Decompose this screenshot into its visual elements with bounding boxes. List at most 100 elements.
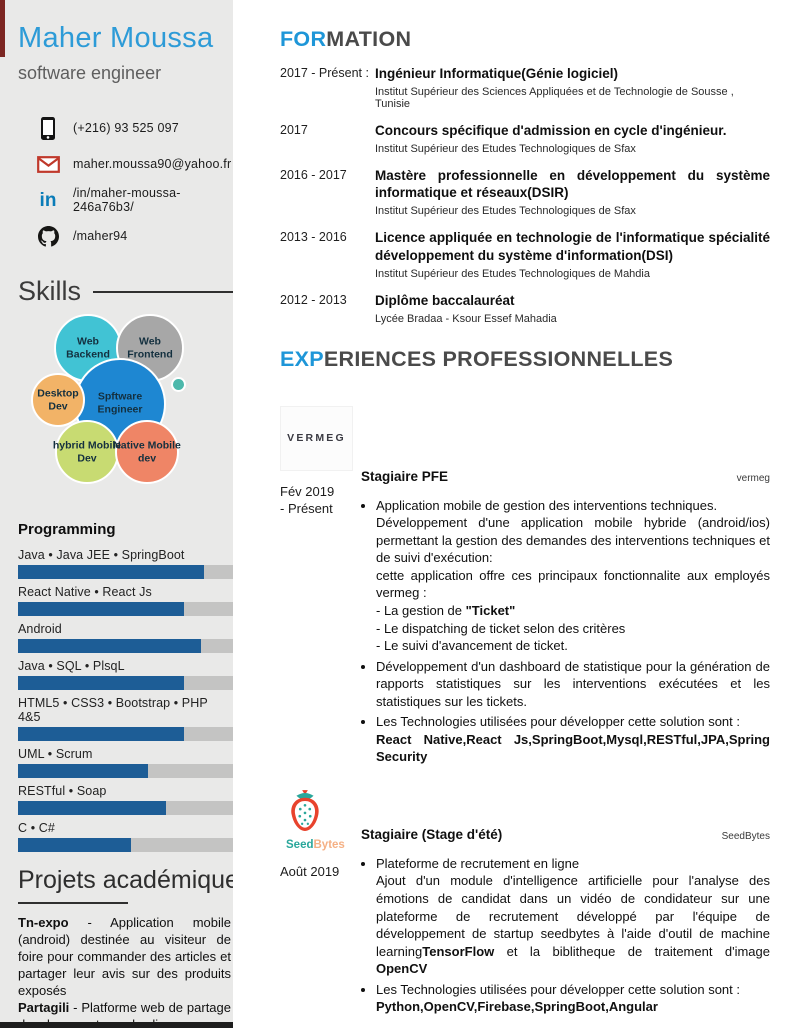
education-institution: Institut Supérieur des Etudes Technologi… — [375, 142, 636, 155]
education-body: Mastère professionnelle en développement… — [375, 167, 770, 218]
education-title: Mastère professionnelle en développement… — [375, 167, 770, 201]
contact-phone: (+216) 93 525 097 — [36, 110, 233, 146]
job-left-column: VERMEG Fév 2019 - Présent — [280, 405, 361, 769]
bullet-paragraph: Développement d'une application mobile h… — [376, 515, 770, 566]
bubble-label: hybrid Mobile Dev — [52, 439, 122, 464]
job-left-column: SeedBytes Août 2019 — [280, 789, 361, 1019]
experience-heading: EXPERIENCES PROFESSIONNELLES — [280, 347, 770, 372]
education-entry: 2016 - 2017 Mastère professionnelle en dé… — [280, 167, 770, 218]
experience-bullet: Les Technologies utilisées pour développ… — [376, 713, 770, 766]
skill-label: HTML5 • CSS3 • Bootstrap • PHP 4&5 — [18, 696, 208, 724]
education-title: Diplôme baccalauréat — [375, 292, 515, 308]
skill-bar-track — [18, 639, 239, 653]
bubble-hybrid-mobile — [55, 420, 119, 484]
skill-bar-track — [18, 801, 239, 815]
education-date: 2016 - 2017 — [280, 167, 347, 182]
programming-heading: Programming — [18, 521, 116, 538]
bullet-paragraph: Développement d'un dashboard de statisti… — [376, 658, 770, 709]
job-date: Août 2019 — [280, 864, 361, 881]
bubble-dot — [171, 377, 186, 392]
skill-item: Java • Java JEE • SpringBoot — [18, 548, 239, 579]
bubble-label: Native Mobile dev — [113, 439, 181, 464]
experience-bullet: Application mobile de gestion des interv… — [376, 497, 770, 655]
seedbytes-logo-bytes: Bytes — [313, 838, 345, 851]
job-body: Stagiaire PFE vermeg Application mobile … — [361, 406, 770, 769]
contact-github: /maher94 — [36, 218, 233, 254]
project-name: Tn-expo — [18, 915, 69, 930]
education-date: 2012 - 2013 — [280, 292, 347, 307]
vermeg-logo: VERMEG — [280, 405, 353, 471]
skill-label: Java • Java JEE • SpringBoot — [18, 548, 185, 562]
bullet-paragraph: Application mobile de gestion des interv… — [376, 497, 718, 513]
vermeg-logo-text: VERMEG — [287, 432, 346, 445]
skill-bar-track — [18, 602, 239, 616]
seedbytes-logo: SeedBytes — [280, 789, 361, 851]
skills-heading: Skills — [18, 276, 82, 306]
education-title: Concours spécifique d'admission en cycle… — [375, 122, 727, 138]
skill-item: Java • SQL • PlsqL — [18, 659, 239, 690]
bubble-label: Spftware Engineer — [97, 390, 143, 415]
skills-heading-row: Skills — [18, 276, 233, 307]
skill-bar-fill — [18, 764, 149, 778]
job-company: SeedBytes — [721, 830, 770, 842]
red-accent-mark — [0, 0, 5, 57]
education-institution: Institut Supérieur des Etudes Technologi… — [375, 205, 636, 218]
person-name: Maher Moussa — [18, 22, 214, 54]
bubble-label: Web Backend — [66, 335, 110, 360]
education-institution: Institut Supérieur des Etudes Technologi… — [375, 267, 650, 280]
project-name: Partagili — [18, 1000, 70, 1016]
bullet-paragraph: Les Technologies utilisées pour développ… — [376, 981, 740, 997]
education-date: 2017 - Présent : — [280, 66, 369, 80]
job-title-row: Stagiaire PFE vermeg — [361, 469, 770, 484]
education-entry: 2012 - 2013 Diplôme baccalauréat Lycée Bra… — [280, 292, 770, 325]
sidebar: Maher Moussa software engineer (+216) 93… — [0, 0, 251, 1028]
skill-bar-track — [18, 676, 239, 690]
education-date: 2013 - 2016 — [280, 230, 347, 245]
job-title: Stagiaire PFE — [361, 468, 449, 484]
bullet-paragraph: - Le dispatching de ticket selon des cri… — [376, 620, 626, 636]
seedbytes-logo-text: SeedBytes — [286, 839, 361, 851]
skill-item: UML • Scrum — [18, 747, 239, 778]
person-role: software engineer — [18, 63, 162, 83]
email-icon — [36, 155, 60, 173]
contact-email: maher.moussa90@yahoo.fr — [36, 146, 233, 182]
education-title: Ingénieur Informatique(Génie logiciel) — [375, 66, 619, 81]
contact-linkedin: in /in/maher-moussa-246a76b3/ — [36, 182, 233, 218]
bullet-paragraph: Python,OpenCV,Firebase,SpringBoot,Angula… — [376, 999, 658, 1015]
heading-rule — [93, 290, 233, 293]
job-body: Stagiaire (Stage d'été) SeedBytes Platef… — [361, 789, 770, 1019]
skill-item: React Native • React Js — [18, 585, 239, 616]
bubble-label: Web Frontend — [127, 335, 173, 360]
education-entry: 2017 Concours spécifique d'admission en c… — [280, 122, 770, 155]
job-bullets: Plateforme de recrutement en ligne Ajout … — [361, 855, 770, 1016]
skill-label: Android — [18, 622, 62, 636]
job-title: Stagiaire (Stage d'été) — [361, 826, 503, 842]
bullet-paragraph: Les Technologies utilisées pour développ… — [376, 714, 740, 730]
skill-bar-fill — [18, 727, 184, 741]
experience-vermeg: VERMEG Fév 2019 - Présent Stagiaire PFE … — [280, 405, 770, 769]
bottom-dark-bar — [0, 1022, 233, 1028]
education-body: Licence appliquée en technologie de l'in… — [375, 229, 770, 280]
skill-label: C • C# — [18, 821, 55, 835]
linkedin-icon: in — [39, 189, 57, 211]
github-icon — [36, 225, 60, 247]
job-bullets: Application mobile de gestion des interv… — [361, 497, 770, 766]
skill-bar-fill — [18, 565, 204, 579]
bubble-label: Desktop Dev — [37, 387, 79, 412]
heading-prefix: EXP — [280, 346, 324, 371]
experience-bullet: Les Technologies utilisées pour développ… — [376, 981, 770, 1016]
heading-rest: MATION — [326, 27, 412, 51]
education-entry: 2017 - Présent : Ingénieur Informatique(G… — [280, 65, 770, 110]
skill-item: C • C# — [18, 821, 239, 852]
education-title: Licence appliquée en technologie de l'in… — [375, 230, 770, 264]
skill-item: Android — [18, 622, 239, 653]
bullet-paragraph: Plateforme de recrutement en ligne — [376, 855, 580, 871]
education-entry: 2013 - 2016 Licence appliquée en technolo… — [280, 229, 770, 280]
job-date-line: - Présent — [280, 500, 333, 516]
contact-email-value: maher.moussa90@yahoo.fr — [73, 157, 232, 171]
project-item: Tn-expo - Application mobile (android) d… — [18, 914, 231, 999]
bullet-paragraph: - La gestion de "Ticket" — [376, 602, 516, 618]
experience-bullet: Développement d'un dashboard de statisti… — [376, 658, 770, 711]
heading-rest: ERIENCES PROFESSIONNELLES — [323, 346, 674, 371]
